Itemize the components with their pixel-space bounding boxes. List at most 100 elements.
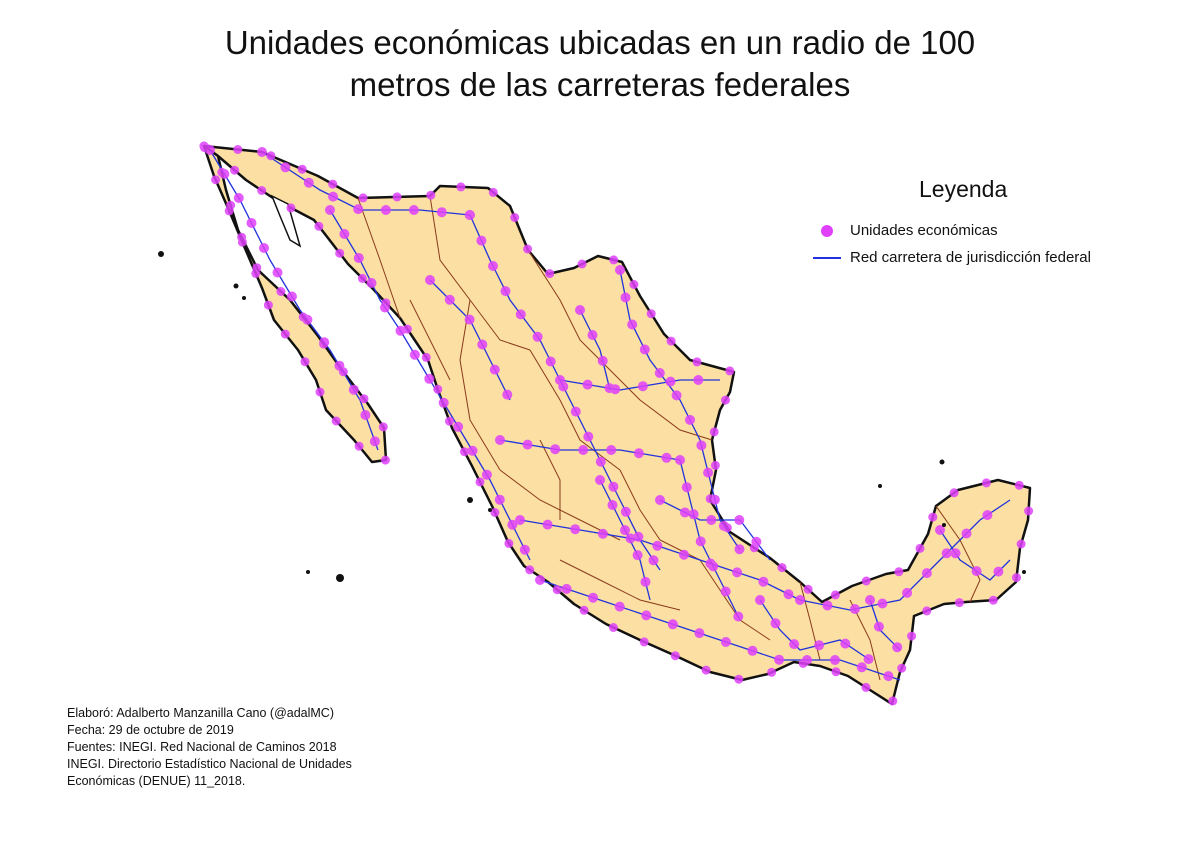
economic-unit-dot xyxy=(561,583,572,594)
economic-unit-dot xyxy=(597,528,608,539)
economic-unit-dot xyxy=(488,187,498,197)
economic-unit-dot xyxy=(297,164,307,174)
economic-unit-dot xyxy=(507,519,518,530)
economic-unit-dot xyxy=(679,549,689,560)
economic-unit-dot xyxy=(830,590,840,600)
economic-unit-dot xyxy=(272,267,283,278)
economic-unit-dot xyxy=(587,330,598,340)
economic-unit-dot xyxy=(211,175,221,185)
economic-unit-dot xyxy=(315,387,325,397)
economic-unit-dot xyxy=(348,384,359,395)
legend-title: Leyenda xyxy=(919,176,1008,202)
economic-unit-dot xyxy=(902,587,913,598)
economic-unit-dot xyxy=(360,410,371,420)
economic-unit-dot xyxy=(758,576,769,587)
economic-unit-dot xyxy=(840,638,851,649)
economic-unit-dot xyxy=(701,665,711,675)
economic-unit-dot xyxy=(335,248,345,258)
economic-unit-dot xyxy=(353,204,364,215)
economic-unit-dot xyxy=(666,336,676,346)
economic-unit-dot xyxy=(300,357,310,367)
economic-unit-dot xyxy=(552,585,562,595)
economic-unit-dot xyxy=(237,237,247,247)
economic-unit-dot xyxy=(555,375,565,385)
economic-unit-dot xyxy=(708,561,719,572)
economic-unit-dot xyxy=(595,456,606,467)
economic-unit-dot xyxy=(325,205,335,215)
economic-unit-dot xyxy=(667,619,678,630)
economic-unit-dot xyxy=(545,356,556,367)
economic-unit-dot xyxy=(971,566,982,577)
economic-unit-dot xyxy=(705,494,715,504)
economic-unit-dot xyxy=(734,515,745,525)
economic-unit-dot xyxy=(494,494,505,505)
economic-unit-dot xyxy=(303,177,314,188)
economic-unit-dot xyxy=(777,563,787,573)
economic-unit-dot xyxy=(961,528,972,539)
economic-unit-dot xyxy=(922,606,932,616)
economic-unit-dot xyxy=(570,524,581,535)
economic-unit-dot xyxy=(640,576,651,587)
economic-unit-dot xyxy=(251,269,261,278)
economic-unit-dot xyxy=(608,481,619,492)
economic-unit-dot xyxy=(830,655,840,665)
economic-unit-dot xyxy=(408,205,419,215)
economic-unit-dot xyxy=(856,662,867,673)
economic-unit-dot xyxy=(378,422,388,432)
economic-unit-dot xyxy=(233,193,244,203)
economic-unit-dot xyxy=(688,509,699,520)
economic-unit-dot xyxy=(425,275,435,285)
economic-unit-dot xyxy=(693,375,704,385)
economic-unit-dot xyxy=(625,533,636,544)
economic-unit-dot xyxy=(767,667,777,677)
economic-unit-dot xyxy=(597,355,608,366)
economic-unit-dot xyxy=(897,663,907,673)
economic-unit-dot xyxy=(620,292,631,303)
economic-unit-dot xyxy=(720,586,731,597)
economic-unit-dot xyxy=(436,207,447,218)
economic-unit-dot xyxy=(615,265,625,275)
economic-unit-dot xyxy=(380,455,390,465)
economic-unit-dot xyxy=(460,447,469,457)
economic-unit-dot xyxy=(504,538,514,548)
economic-unit-dot xyxy=(338,367,348,377)
economic-unit-dot xyxy=(865,595,875,605)
dot-icon xyxy=(812,223,842,239)
economic-unit-dot xyxy=(542,519,553,530)
economic-unit-dot xyxy=(545,269,555,279)
economic-unit-dot xyxy=(733,611,744,622)
economic-unit-dot xyxy=(915,543,925,553)
economic-unit-dot xyxy=(477,339,488,350)
economic-unit-dot xyxy=(495,435,505,445)
economic-unit-dot xyxy=(577,259,587,269)
economic-unit-dot xyxy=(692,357,702,367)
economic-unit-dot xyxy=(445,416,454,426)
economic-unit-dot xyxy=(646,309,656,319)
economic-unit-dot xyxy=(421,352,431,362)
economic-unit-dot xyxy=(263,300,273,310)
credit-source-3: Económicas (DENUE) 11_2018. xyxy=(67,774,246,788)
economic-unit-dot xyxy=(522,439,533,450)
economic-unit-dot xyxy=(661,452,672,463)
credit-author: Elaboró: Adalberto Manzanilla Cano (@ada… xyxy=(67,706,334,720)
economic-unit-dot xyxy=(655,495,665,505)
islands xyxy=(158,251,1026,582)
economic-unit-dot xyxy=(637,381,648,392)
economic-unit-dot xyxy=(358,193,368,203)
economic-unit-dot xyxy=(575,305,585,315)
economic-unit-dot xyxy=(433,384,443,394)
economic-unit-dot xyxy=(814,640,825,651)
legend-label-roads: Red carretera de jurisdicción federal xyxy=(850,249,1091,266)
economic-unit-dot xyxy=(734,674,744,684)
economic-unit-dot xyxy=(490,508,500,517)
line-icon xyxy=(812,250,842,266)
map-title: Unidades económicas ubicadas en un radio… xyxy=(0,22,1200,106)
economic-unit-dot xyxy=(331,416,341,426)
economic-unit-dot xyxy=(722,523,732,533)
economic-unit-dot xyxy=(502,389,513,400)
economic-unit-dot xyxy=(464,314,475,325)
credits: Elaboró: Adalberto Manzanilla Cano (@ada… xyxy=(67,705,407,790)
economic-unit-dot xyxy=(941,548,952,559)
economic-unit-dot xyxy=(525,565,535,575)
economic-unit-dot xyxy=(604,383,615,394)
